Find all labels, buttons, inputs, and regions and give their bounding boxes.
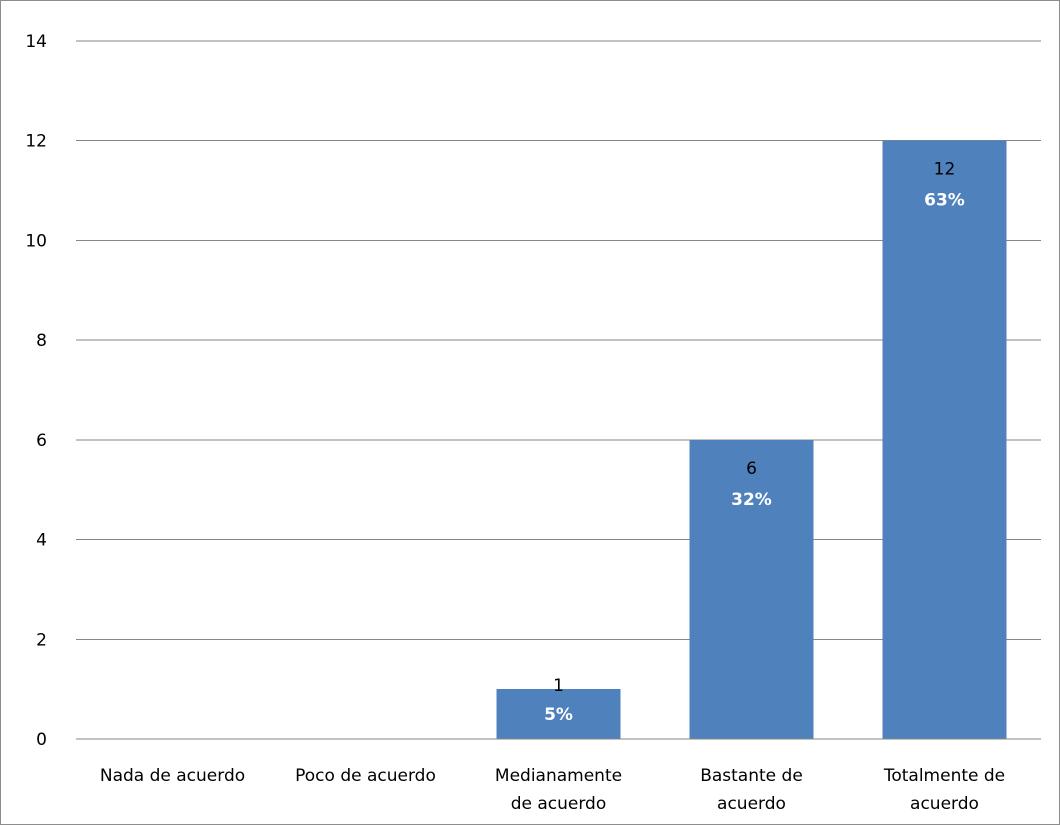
- x-tick-label: Medianamente: [495, 766, 622, 786]
- bars: [496, 140, 1007, 739]
- x-axis-ticks: Nada de acuerdo Poco de acuerdo Medianamen…: [100, 766, 1005, 814]
- x-tick-label: Totalmente de: [883, 766, 1005, 786]
- x-tick-label: de acuerdo: [511, 794, 607, 814]
- bar-value-label: 1: [553, 676, 564, 696]
- bar-value-label: 12: [934, 160, 956, 180]
- bar: [496, 689, 621, 739]
- bar-percent-label: 32%: [731, 490, 772, 510]
- bar-percent-label: 5%: [544, 705, 573, 725]
- y-tick-label: 14: [25, 32, 47, 52]
- bar-percent-label: 63%: [924, 191, 965, 211]
- x-tick-label: acuerdo: [717, 794, 786, 814]
- y-tick-label: 12: [25, 132, 47, 152]
- y-tick-label: 4: [36, 531, 47, 551]
- x-tick-label: Bastante de: [700, 766, 803, 786]
- x-tick-label: Poco de acuerdo: [295, 766, 436, 786]
- bar-value-label: 6: [746, 459, 757, 479]
- y-tick-label: 6: [36, 431, 47, 451]
- x-tick-label: acuerdo: [910, 794, 979, 814]
- data-labels: 1 5% 6 32% 12 63%: [544, 160, 965, 725]
- y-tick-label: 0: [36, 730, 47, 750]
- x-tick-label: Nada de acuerdo: [100, 766, 245, 786]
- y-tick-label: 2: [36, 630, 47, 650]
- y-axis-ticks: 0 2 4 6 8 10 12 14: [25, 32, 47, 750]
- bar: [689, 439, 814, 739]
- gridlines: [76, 40, 1041, 640]
- y-tick-label: 10: [25, 231, 47, 251]
- bar: [882, 140, 1007, 739]
- y-tick-label: 8: [36, 331, 47, 351]
